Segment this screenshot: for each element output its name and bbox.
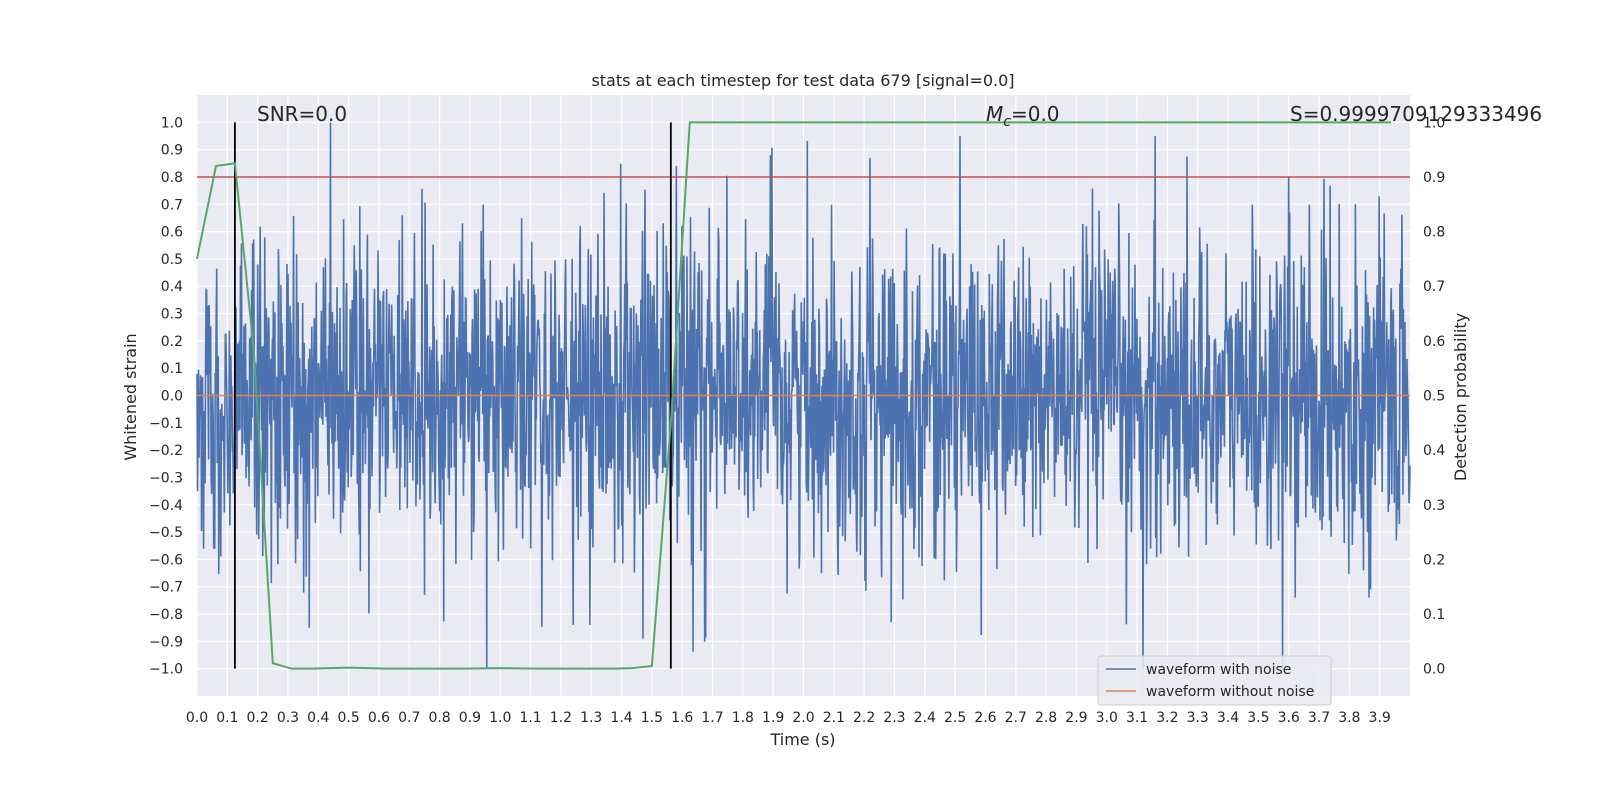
mc-symbol: M xyxy=(986,102,1003,126)
x-tick-label: 3.0 xyxy=(1096,710,1118,726)
y-tick-label: −0.5 xyxy=(149,525,183,541)
x-tick-label: 2.2 xyxy=(853,710,875,726)
mc-subscript: c xyxy=(1003,114,1011,130)
y-tick-label: 0.2 xyxy=(161,334,183,350)
mc-annotation: Mc=0.0 xyxy=(986,102,1060,130)
x-tick-label: 1.9 xyxy=(762,710,784,726)
x-tick-label: 2.1 xyxy=(823,710,845,726)
x-tick-label: 1.8 xyxy=(732,710,754,726)
x-tick-label: 2.7 xyxy=(1005,710,1027,726)
x-tick-label: 3.9 xyxy=(1369,710,1391,726)
detection-probability-line xyxy=(196,121,1392,670)
x-tick-label: 0.1 xyxy=(216,710,238,726)
x-tick-label: 0.6 xyxy=(368,710,390,726)
x-tick-label: 0.2 xyxy=(247,710,269,726)
y-tick-labels: 1.0 0.9 0.8 0.7 0.6 0.5 0.4 0.3 0.2 0.1 0.0 −0.1 −0.… xyxy=(149,115,183,677)
x-tick-label: 3.4 xyxy=(1217,710,1239,726)
y-right-tick-label: 0.1 xyxy=(1423,607,1445,623)
y-axis-label: Whitened strain xyxy=(121,333,140,460)
x-tick-label: 2.4 xyxy=(914,710,936,726)
legend-box xyxy=(1097,655,1332,706)
y-right-tick-label: 0.4 xyxy=(1423,443,1445,459)
x-tick-label: 2.8 xyxy=(1035,710,1057,726)
x-tick-label: 3.6 xyxy=(1278,710,1300,726)
y-right-axis-label: Detection probability xyxy=(1451,313,1470,481)
y-right-tick-label: 0.5 xyxy=(1423,389,1445,405)
x-tick-label: 1.3 xyxy=(580,710,602,726)
y-tick-label: −0.4 xyxy=(149,498,183,514)
x-axis-label: Time (s) xyxy=(769,730,835,749)
x-tick-label: 3.2 xyxy=(1156,710,1178,726)
y-tick-label: 0.5 xyxy=(161,252,183,268)
x-tick-label: 1.6 xyxy=(671,710,693,726)
y-tick-label: 0.7 xyxy=(161,197,183,213)
y-right-tick-labels: 1.0 0.9 0.8 0.7 0.6 0.5 0.4 0.3 0.2 0.1 0.0 xyxy=(1423,115,1445,677)
x-tick-label: 2.3 xyxy=(883,710,905,726)
x-tick-label: 0.5 xyxy=(337,710,359,726)
legend-label-clean: waveform without noise xyxy=(1146,684,1314,700)
y-right-tick-label: 0.6 xyxy=(1423,334,1445,350)
y-tick-label: 0.3 xyxy=(161,307,183,323)
y-tick-label: 0.8 xyxy=(161,170,183,186)
y-right-tick-label: 0.0 xyxy=(1423,662,1445,678)
y-right-tick-label: 0.9 xyxy=(1423,170,1445,186)
x-tick-label: 3.5 xyxy=(1247,710,1269,726)
y-right-tick-label: 0.7 xyxy=(1423,279,1445,295)
x-tick-label: 2.5 xyxy=(944,710,966,726)
y-tick-label: 0.9 xyxy=(161,143,183,159)
x-tick-label: 0.0 xyxy=(186,710,208,726)
legend: waveform with noise waveform without noi… xyxy=(1097,655,1332,706)
y-right-tick-label: 0.8 xyxy=(1423,225,1445,241)
x-tick-label: 3.8 xyxy=(1338,710,1360,726)
x-tick-label: 3.3 xyxy=(1187,710,1209,726)
x-tick-label: 1.2 xyxy=(550,710,572,726)
x-tick-label: 0.3 xyxy=(277,710,299,726)
y-tick-label: 0.0 xyxy=(161,389,183,405)
y-tick-label: −0.3 xyxy=(149,470,183,486)
y-tick-label: 1.0 xyxy=(161,115,183,131)
y-right-tick-label: 0.2 xyxy=(1423,552,1445,568)
x-tick-label: 1.0 xyxy=(489,710,511,726)
x-tick-label: 1.1 xyxy=(519,710,541,726)
noise-waveform-line xyxy=(196,122,1411,669)
x-tick-label: 3.1 xyxy=(1126,710,1148,726)
y-tick-label: 0.6 xyxy=(161,225,183,241)
y-right-tick-label: 1.0 xyxy=(1423,115,1445,131)
series-lines xyxy=(196,121,1410,670)
snr-annotation: SNR=0.0 xyxy=(257,102,347,126)
y-tick-label: −0.6 xyxy=(149,552,183,568)
x-tick-labels: 0.0 0.1 0.2 0.3 0.4 0.5 0.6 0.7 0.8 0.9 1.0 1.1 1.2 1… xyxy=(186,710,1391,726)
s-annotation: S=0.9999709129333496 xyxy=(1290,102,1542,126)
y-tick-label: −1.0 xyxy=(149,662,183,678)
x-tick-label: 0.4 xyxy=(307,710,329,726)
y-tick-label: 0.1 xyxy=(161,361,183,377)
y-right-tick-label: 0.3 xyxy=(1423,498,1445,514)
y-tick-label: −0.9 xyxy=(149,634,183,650)
x-tick-label: 3.7 xyxy=(1308,710,1330,726)
y-tick-label: −0.8 xyxy=(149,607,183,623)
y-tick-label: −0.2 xyxy=(149,443,183,459)
x-tick-label: 1.5 xyxy=(641,710,663,726)
x-tick-label: 0.9 xyxy=(459,710,481,726)
x-tick-label: 1.4 xyxy=(610,710,632,726)
chart-title: stats at each timestep for test data 679… xyxy=(591,71,1014,90)
x-tick-label: 0.8 xyxy=(428,710,450,726)
y-tick-label: −0.7 xyxy=(149,580,183,596)
y-tick-label: 0.4 xyxy=(161,279,183,295)
x-tick-label: 0.7 xyxy=(398,710,420,726)
legend-label-noise: waveform with noise xyxy=(1146,662,1291,678)
y-tick-label: −0.1 xyxy=(149,416,183,432)
x-tick-label: 2.9 xyxy=(1065,710,1087,726)
mc-value: =0.0 xyxy=(1011,102,1060,126)
x-tick-label: 2.0 xyxy=(792,710,814,726)
x-tick-label: 2.6 xyxy=(974,710,996,726)
x-tick-label: 1.7 xyxy=(701,710,723,726)
series-waveform-with-noise xyxy=(196,122,1411,669)
